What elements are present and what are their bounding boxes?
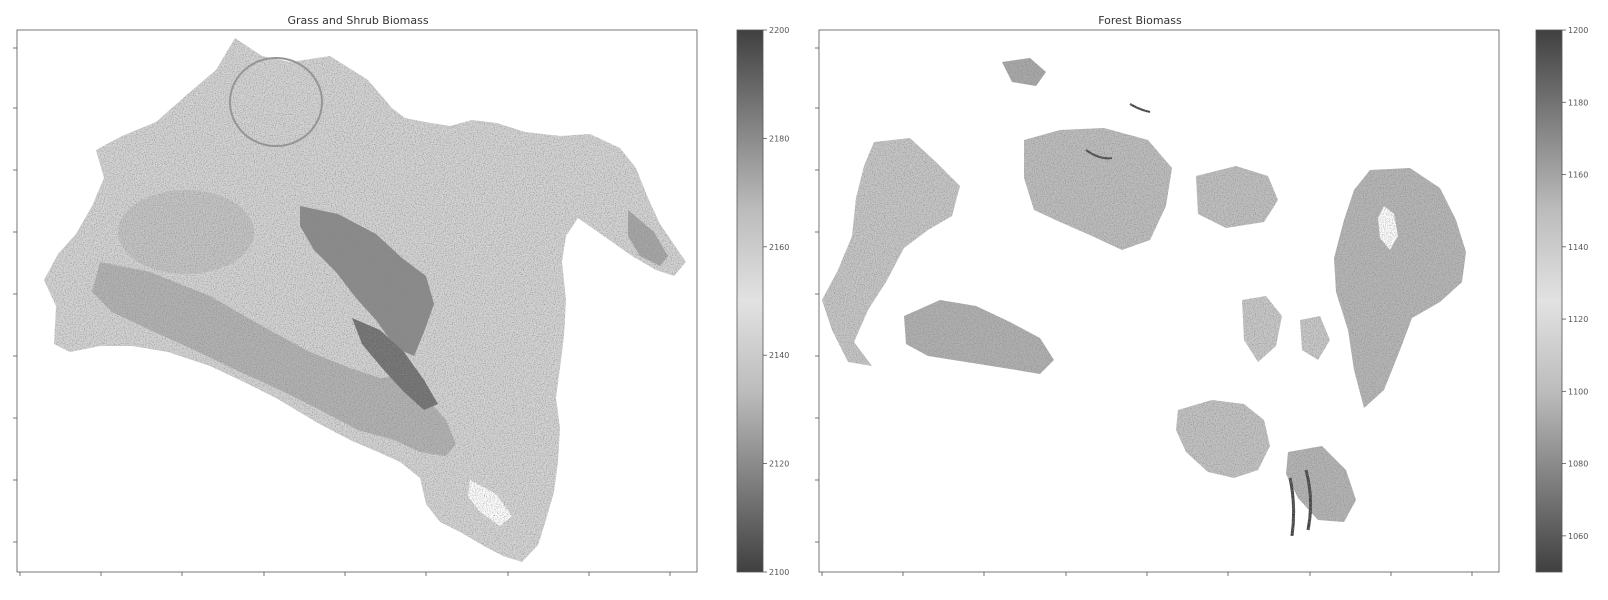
colorbar: 1060 1080 1100 1120 1140 1160 1180 1200 xyxy=(1535,26,1588,573)
map-region-dark xyxy=(300,206,434,356)
map-region-dark-streak-3 xyxy=(1085,149,1113,160)
plot-frame xyxy=(16,29,698,573)
y-axis-ticks xyxy=(815,47,819,543)
colorbar-tick-label: 2180 xyxy=(769,134,789,143)
colorbar-tick-label: 2120 xyxy=(769,460,789,469)
map-region-dark-streak-4 xyxy=(1129,103,1151,113)
chart-title: Forest Biomass xyxy=(1098,14,1182,27)
colorbar-ticks: 1060 1080 1100 1120 1140 1160 1180 1200 xyxy=(1562,26,1588,541)
colorbar: 2100 2120 2140 2160 2180 2200 xyxy=(736,26,789,577)
colorbar-gradient xyxy=(1535,29,1563,573)
map-region-airport-ring xyxy=(229,57,324,147)
y-axis-ticks xyxy=(13,47,17,543)
colorbar-tick-label: 1160 xyxy=(1568,171,1588,180)
colorbar-ticks: 2100 2120 2140 2160 2180 2200 xyxy=(763,26,789,577)
colorbar-tick-label: 1180 xyxy=(1568,98,1588,107)
colorbar-gradient xyxy=(736,29,764,573)
biomass-map xyxy=(822,58,1466,537)
map-region-north-edge xyxy=(1002,58,1046,86)
colorbar-tick-label: 1100 xyxy=(1568,387,1588,396)
map-region-scatter-2 xyxy=(1300,316,1330,360)
map-region-south-ridge xyxy=(1286,446,1356,522)
colorbar-tick-label: 2200 xyxy=(769,26,789,35)
map-region-central-strip xyxy=(1196,166,1278,228)
colorbar-tick-label: 1200 xyxy=(1568,26,1588,35)
map-region-mid xyxy=(92,262,456,456)
chart-title: Grass and Shrub Biomass xyxy=(287,14,428,27)
colorbar-tick-label: 2100 xyxy=(769,568,789,577)
map-region-east-gap xyxy=(1378,206,1398,250)
colorbar-tick-label: 1080 xyxy=(1568,460,1588,469)
x-axis-ticks xyxy=(821,572,1473,576)
plot-frame xyxy=(818,29,1500,573)
colorbar-tick-label: 2140 xyxy=(769,351,789,360)
map-region-southwest xyxy=(904,300,1054,374)
panel-grass-shrub: Grass and Shrub Biomass xyxy=(13,14,789,577)
map-region-east xyxy=(1334,168,1466,408)
map-region-central-north xyxy=(1024,128,1172,250)
colorbar-tick-label: 1120 xyxy=(1568,315,1588,324)
map-region-west-coast xyxy=(822,138,960,366)
x-axis-ticks xyxy=(19,572,671,576)
map-region-darkest xyxy=(352,318,438,410)
colorbar-tick-label: 1140 xyxy=(1568,243,1588,252)
map-region-south-gap xyxy=(468,480,512,526)
map-region-plateau xyxy=(118,190,254,274)
colorbar-tick-label: 2160 xyxy=(769,243,789,252)
map-region-east-lobe xyxy=(628,210,668,266)
panel-forest: Forest Biomass xyxy=(815,14,1588,576)
biomass-map xyxy=(44,38,686,562)
map-region-south-central xyxy=(1176,400,1270,478)
colorbar-tick-label: 1060 xyxy=(1568,532,1588,541)
map-region-scatter-1 xyxy=(1242,296,1282,362)
map-region-dark-streak-2 xyxy=(1304,469,1313,531)
map-region-dark-streak-1 xyxy=(1288,477,1296,537)
